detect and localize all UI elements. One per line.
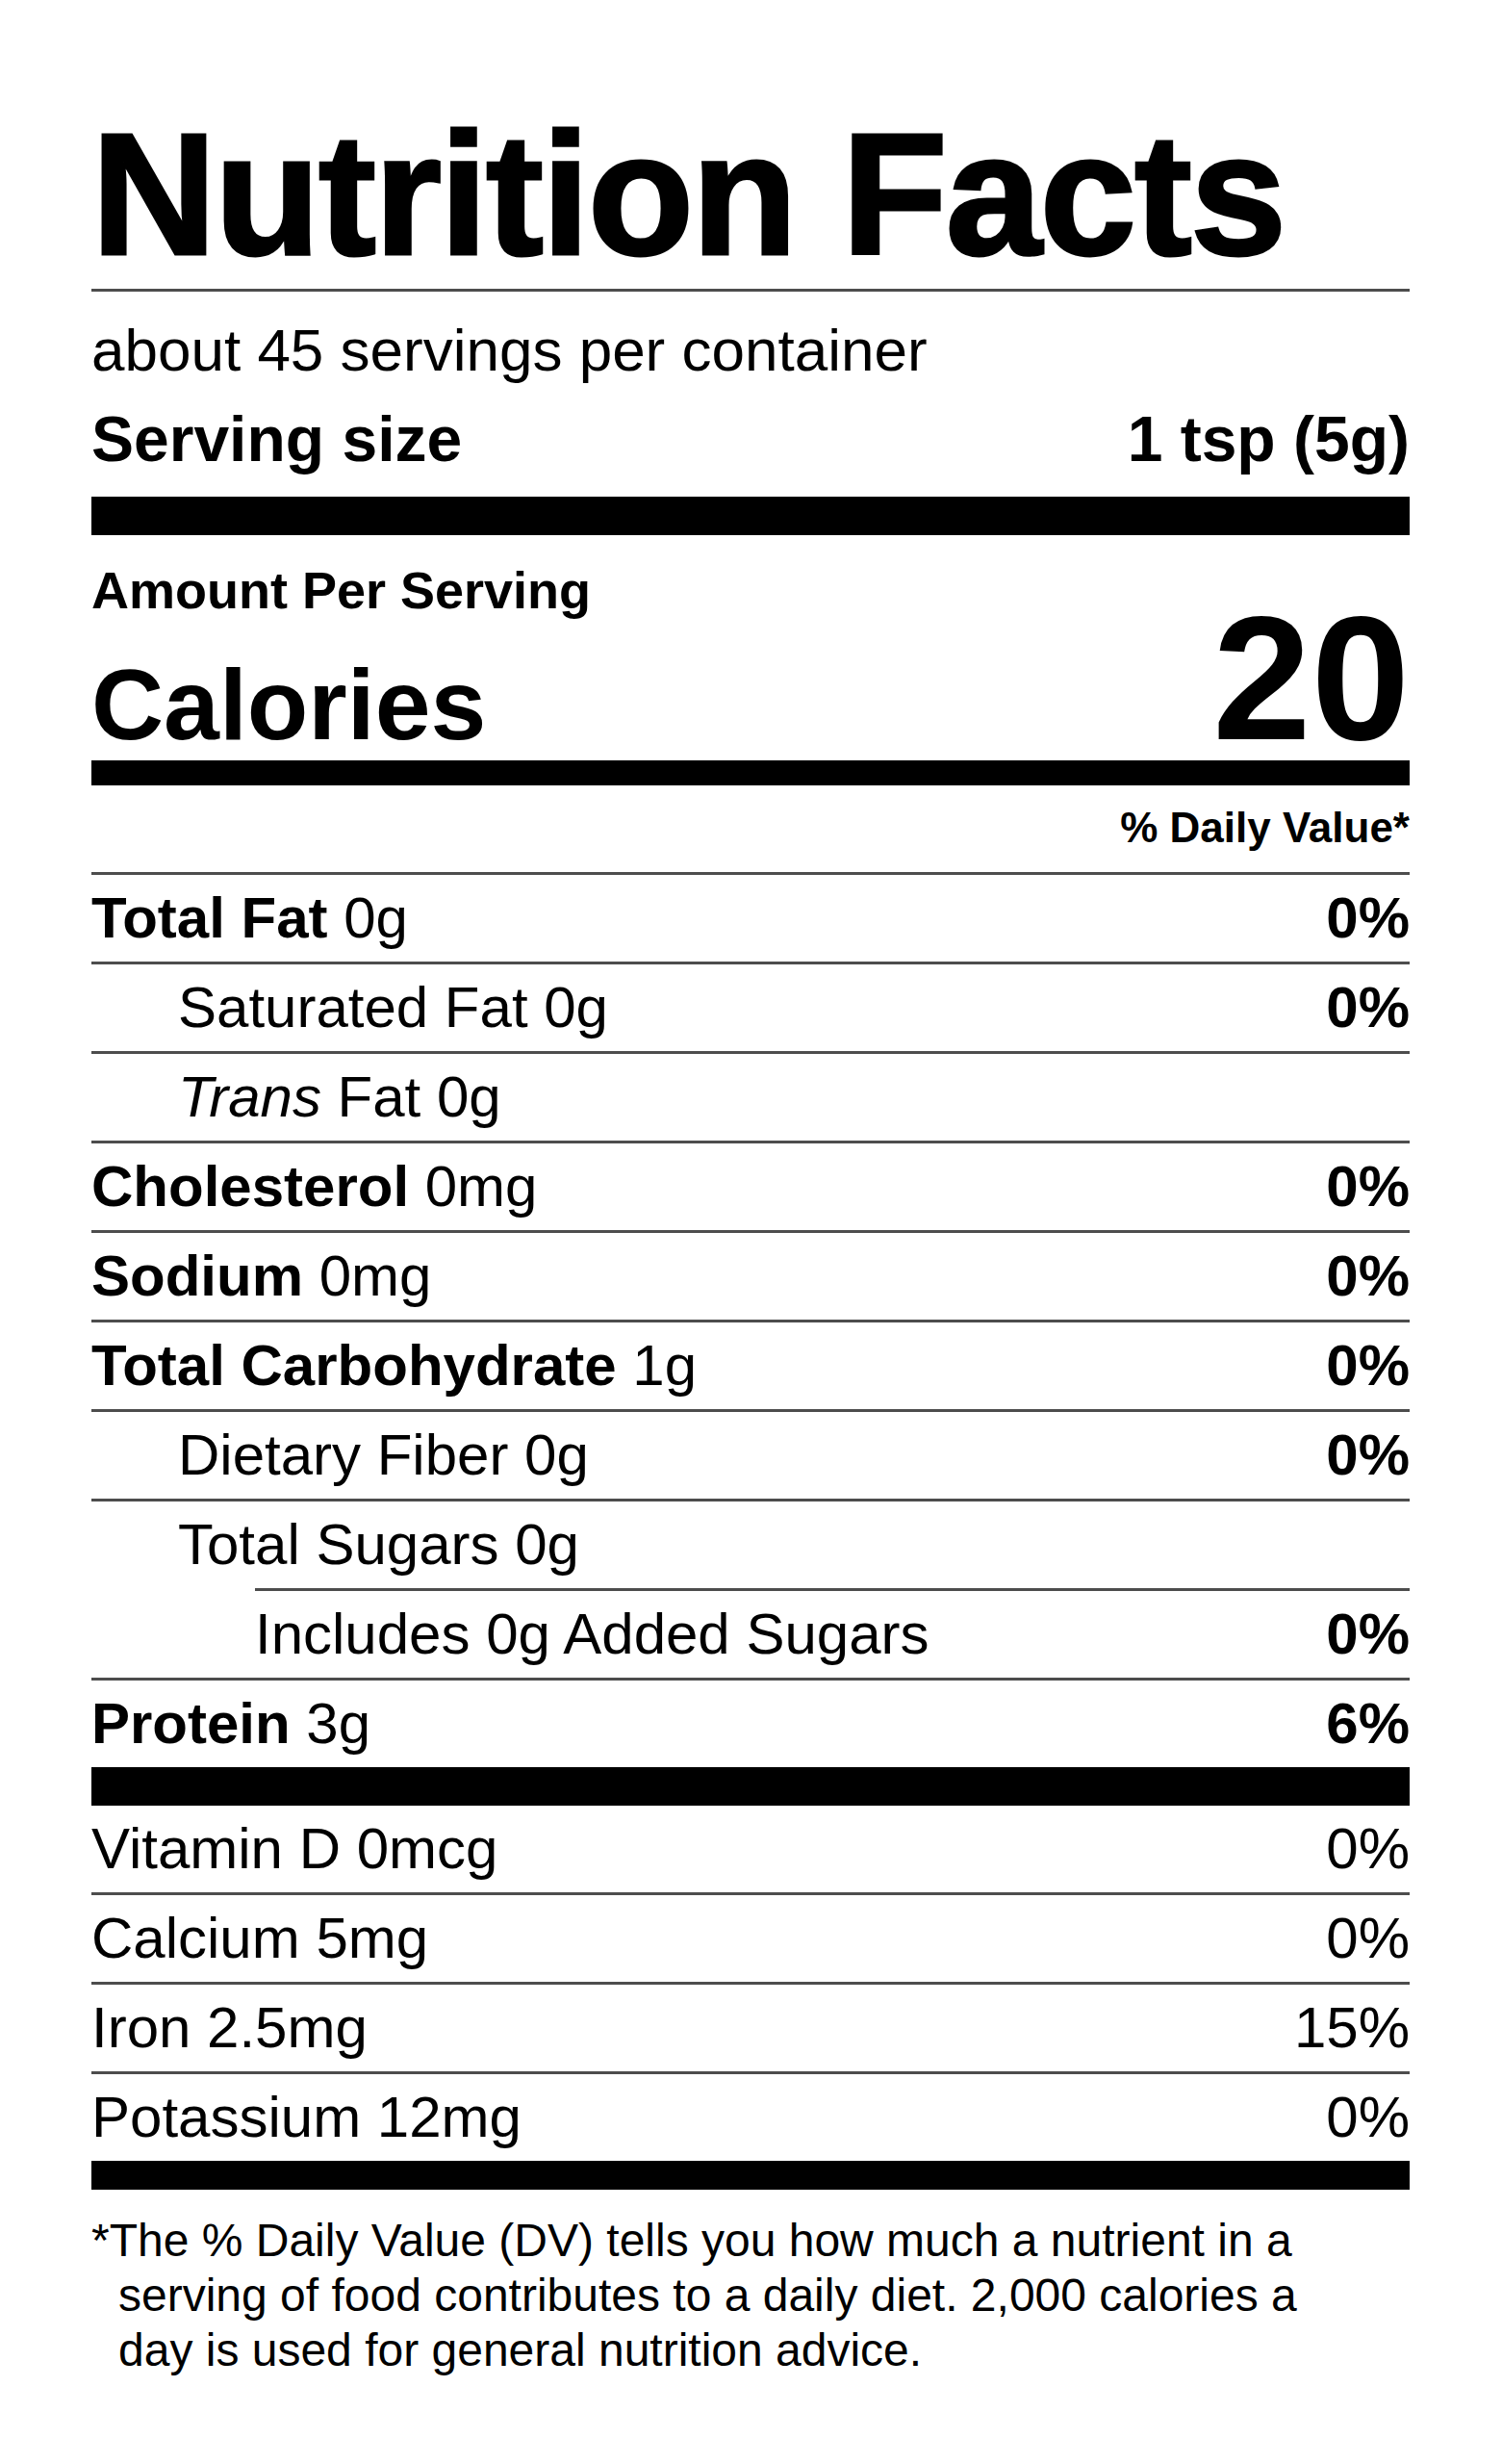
nutrient-dv: 6% (1326, 1694, 1410, 1754)
nutrient-row-cholesterol: Cholesterol 0mg 0% (91, 1143, 1410, 1230)
nutrient-name: Sodium 0mg (91, 1246, 431, 1306)
nutrient-name: Protein 3g (91, 1694, 370, 1754)
nutrient-dv: 0% (1326, 888, 1410, 948)
nutrient-name-italic: Trans (178, 1065, 321, 1129)
amount-per-serving-label: Amount Per Serving (91, 564, 591, 616)
nutrient-amount: 1g (617, 1333, 697, 1398)
nutrient-row-sodium: Sodium 0mg 0% (91, 1233, 1410, 1320)
micronutrient-row-vitamin-d: Vitamin D 0mcg 0% (91, 1806, 1410, 1892)
nutrient-name-bold: Sodium (91, 1244, 303, 1308)
calories-section: Amount Per Serving Calories 20 (91, 535, 1410, 760)
micronutrient-name: Vitamin D 0mcg (91, 1819, 497, 1879)
nutrient-name: Total Sugars 0g (91, 1515, 579, 1575)
separator-bar-bottom (91, 2161, 1410, 2190)
nutrition-facts-label: Nutrition Facts about 45 servings per co… (91, 0, 1410, 2377)
micronutrient-name: Calcium 5mg (91, 1909, 428, 1968)
nutrient-name-bold: Protein (91, 1691, 291, 1756)
serving-size-label: Serving size (91, 407, 462, 471)
nutrient-name: Trans Fat 0g (91, 1067, 501, 1127)
micronutrient-row-calcium: Calcium 5mg 0% (91, 1895, 1410, 1982)
nutrient-dv: 0% (1326, 1246, 1410, 1306)
calories-value: 20 (1212, 589, 1410, 766)
nutrient-row-protein: Protein 3g 6% (91, 1681, 1410, 1767)
nutrient-name-bold: Cholesterol (91, 1154, 409, 1219)
micronutrient-row-potassium: Potassium 12mg 0% (91, 2074, 1410, 2161)
serving-size-value: 1 tsp (5g) (1128, 407, 1410, 471)
nutrient-name: Total Fat 0g (91, 888, 408, 948)
micronutrient-dv: 0% (1326, 1819, 1410, 1879)
nutrient-name: Saturated Fat 0g (91, 978, 608, 1038)
nutrient-name: Total Carbohydrate 1g (91, 1336, 697, 1396)
nutrient-amount: 0mg (303, 1244, 431, 1308)
micronutrient-dv: 0% (1326, 2088, 1410, 2147)
nutrient-dv: 0% (1326, 1336, 1410, 1396)
footnote-line: day is used for general nutrition advice… (91, 2323, 1410, 2377)
footnote-line: *The % Daily Value (DV) tells you how mu… (91, 2213, 1410, 2268)
footnote-line: serving of food contributes to a daily d… (91, 2268, 1410, 2323)
micronutrient-name: Potassium 12mg (91, 2088, 522, 2147)
label-title: Nutrition Facts (91, 108, 1410, 281)
nutrient-dv: 0% (1326, 1604, 1410, 1664)
micronutrient-name: Iron 2.5mg (91, 1998, 368, 2058)
servings-per-container: about 45 servings per container (91, 321, 1410, 380)
nutrient-amount: 3g (291, 1691, 370, 1756)
daily-value-footnote: *The % Daily Value (DV) tells you how mu… (91, 2213, 1410, 2377)
nutrient-name: Dietary Fiber 0g (91, 1425, 589, 1485)
calories-label: Calories (91, 654, 486, 755)
nutrient-row-total-sugars: Total Sugars 0g (91, 1502, 1410, 1588)
nutrient-dv: 0% (1326, 978, 1410, 1038)
nutrient-amount: 0mg (409, 1154, 537, 1219)
micronutrient-dv: 15% (1294, 1998, 1410, 2058)
nutrient-row-total-carbohydrate: Total Carbohydrate 1g 0% (91, 1322, 1410, 1409)
nutrient-row-saturated-fat: Saturated Fat 0g 0% (91, 964, 1410, 1051)
separator-bar-thick-top (91, 497, 1410, 535)
nutrient-name: Cholesterol 0mg (91, 1157, 537, 1217)
micronutrient-dv: 0% (1326, 1909, 1410, 1968)
daily-value-header: % Daily Value* (91, 807, 1410, 849)
nutrient-row-dietary-fiber: Dietary Fiber 0g 0% (91, 1412, 1410, 1499)
nutrient-dv: 0% (1326, 1425, 1410, 1485)
nutrient-amount: 0g (328, 886, 408, 950)
nutrient-name: Includes 0g Added Sugars (91, 1604, 929, 1664)
nutrient-name-bold: Total Fat (91, 886, 328, 950)
separator-bar-thick-middle (91, 1767, 1410, 1806)
nutrient-dv: 0% (1326, 1157, 1410, 1217)
nutrient-row-trans-fat: Trans Fat 0g (91, 1054, 1410, 1141)
micronutrient-row-iron: Iron 2.5mg 15% (91, 1985, 1410, 2071)
nutrient-row-total-fat: Total Fat 0g 0% (91, 875, 1410, 962)
nutrient-amount: Fat 0g (321, 1065, 501, 1129)
nutrient-name-bold: Total Carbohydrate (91, 1333, 617, 1398)
nutrient-row-added-sugars: Includes 0g Added Sugars 0% (91, 1591, 1410, 1678)
serving-size-row: Serving size 1 tsp (5g) (91, 407, 1410, 471)
